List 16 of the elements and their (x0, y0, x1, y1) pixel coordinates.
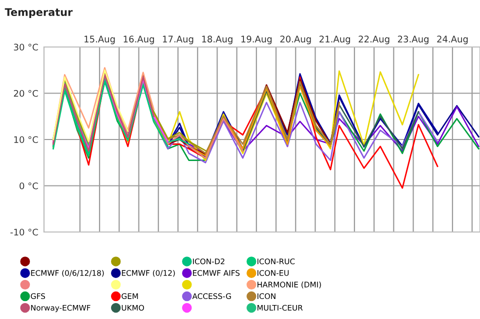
x-tick-label: 24.Aug (437, 36, 468, 44)
x-tick-label: 17.Aug (162, 36, 194, 44)
x-tick-label: 20.Aug (280, 36, 311, 44)
y-tick-label: 10 °C (14, 136, 38, 144)
x-tick-label: 22.Aug (358, 36, 390, 44)
chart-title: Temperatur (4, 8, 73, 18)
x-tick-label: 23.Aug (398, 36, 428, 44)
y-tick-label: 30 °C (14, 44, 38, 51)
x-tick-label: 15.Aug (84, 36, 115, 44)
x-tick-label: 16.Aug (124, 36, 154, 44)
x-tick-label: 21.Aug (320, 36, 350, 44)
x-tick-label: 18.Aug (202, 36, 232, 44)
y-tick-label: -10 °C (10, 228, 38, 236)
x-tick-label: 19.Aug (241, 36, 272, 44)
y-tick-label: 0 °C (20, 182, 38, 190)
y-tick-label: 20 °C (14, 90, 38, 97)
